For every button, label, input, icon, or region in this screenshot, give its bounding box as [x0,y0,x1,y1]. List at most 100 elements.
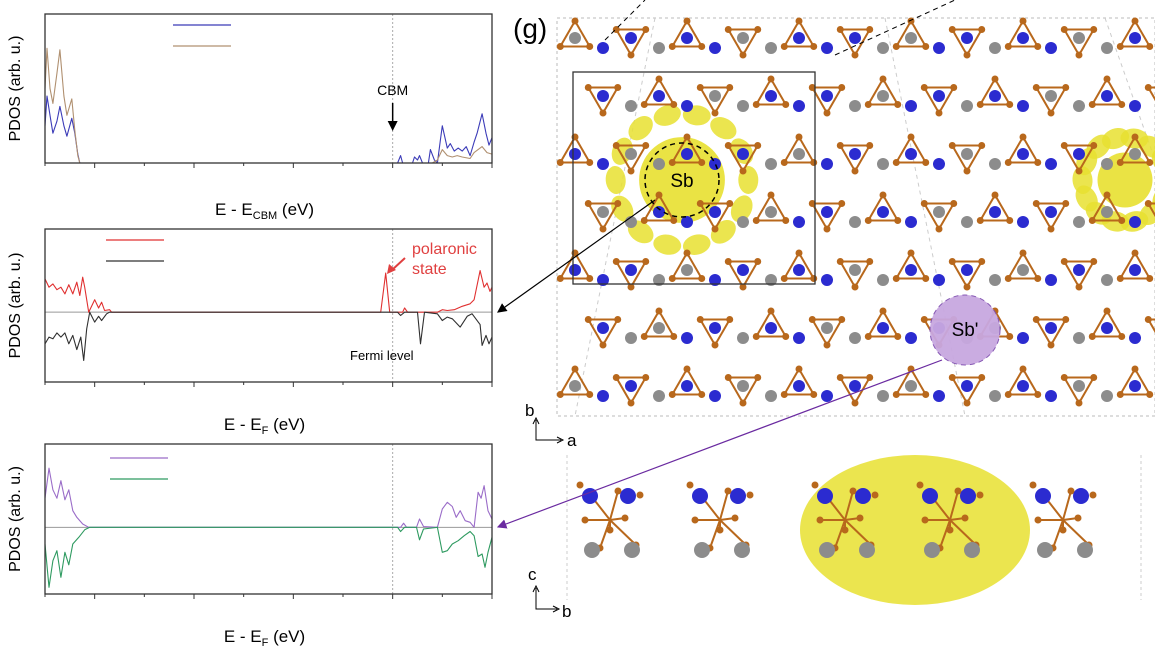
o-atom [627,167,635,175]
y-axis-label: PDOS (arb. u.) [7,466,24,572]
atom [989,42,1001,54]
o-atom [823,225,831,233]
center-atom [709,322,721,334]
bond [895,20,912,48]
bond [1022,20,1039,47]
o-atom [1019,365,1027,373]
center-atom [877,90,889,102]
bond [587,86,604,114]
bond [783,252,800,280]
o-atom [894,217,902,224]
atom [765,390,777,402]
o-atom [856,514,864,522]
center-atom [653,322,665,334]
bond [895,136,912,164]
o-atom [1034,159,1042,166]
bond [643,310,660,337]
o-atom [950,200,958,207]
o-atom [556,159,564,166]
o-atom [1090,26,1098,33]
atom-cluster [864,307,917,344]
center-atom [849,148,861,160]
atom [905,100,917,112]
bond [1078,29,1095,56]
series-line-sb [44,95,493,164]
bond [798,252,815,280]
bond [910,20,927,48]
side-cluster [576,481,644,558]
bond [798,136,815,164]
o-atom [948,26,956,33]
o-atom [584,200,592,207]
o-atom [836,26,844,33]
atom [1045,390,1057,402]
center-atom [597,206,609,218]
bond [742,261,759,288]
o-atom [1088,217,1096,224]
bond [1106,310,1123,337]
center-atom [1129,264,1141,276]
o-atom [948,142,956,149]
o-atom [711,109,719,117]
o-atom [780,43,788,50]
o-atom [586,391,594,398]
o-atom [922,275,930,282]
o-atom [963,399,971,407]
center-atom [1101,90,1113,102]
o-atom [1146,43,1154,50]
bond [1022,252,1039,279]
atom [989,158,1001,170]
atom [905,332,917,344]
cation-atom [624,542,640,558]
series-line-sb-spin-up [44,467,493,528]
o-atom [726,316,734,323]
o-atom [851,167,859,175]
o-atom [1088,101,1096,108]
bond [1007,368,1024,396]
o-atom [1067,487,1075,495]
o-atom [683,365,691,373]
bond [719,519,747,546]
bond [1063,145,1080,172]
o-atom [935,109,943,117]
o-atom [892,391,900,398]
atom-cluster [556,133,609,170]
sb-atom [817,488,833,504]
o-atom [668,43,676,50]
o-atom [963,51,971,59]
o-atom [866,374,874,381]
o-atom [642,26,650,33]
atom-cluster [752,75,805,112]
atom-cluster [696,84,749,117]
o-atom [851,51,859,59]
o-atom [1060,142,1068,149]
center-atom [737,32,749,44]
o-atom [1004,391,1012,398]
o-atom [811,481,819,489]
atom [1101,158,1113,170]
center-atom [597,322,609,334]
atom-cluster [892,249,945,286]
fermi-level-label: Fermi level [350,348,414,363]
bond [1035,203,1052,230]
o-atom [1004,159,1012,166]
atom-cluster [1060,258,1113,291]
o-atom [724,142,732,149]
center-atom [1073,148,1085,160]
o-atom [948,258,956,265]
bond [714,203,731,230]
bond [1007,20,1024,48]
plot-frame [44,443,493,595]
atom-cluster [864,191,917,228]
cation-atom [964,542,980,558]
o-atom [1047,225,1055,233]
atom-cluster [1116,133,1154,166]
o-atom [1032,84,1040,91]
bond [1091,310,1108,337]
atom-cluster [948,258,1001,291]
atom-cluster [1144,316,1155,334]
bond [811,318,828,346]
o-atom [642,374,650,381]
center-atom [1045,206,1057,218]
bond [867,194,884,222]
